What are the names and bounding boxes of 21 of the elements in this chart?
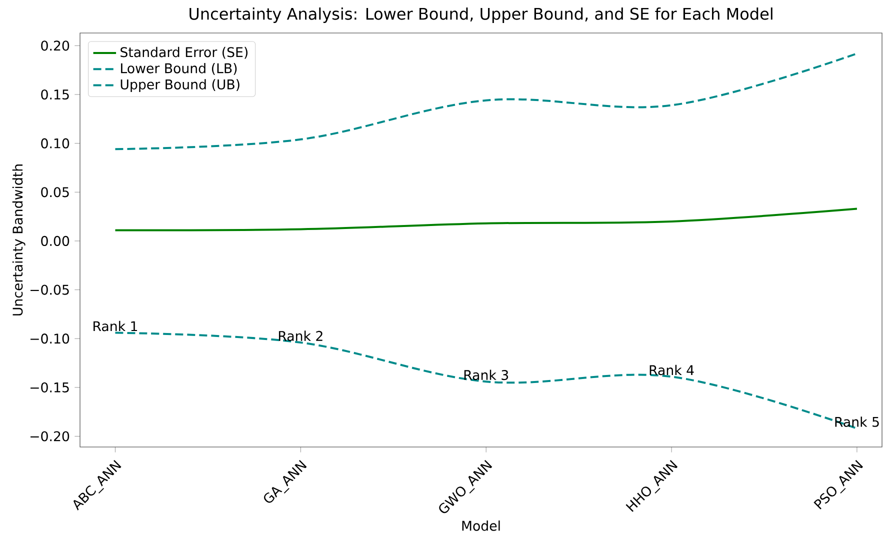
- y-tick-label: −0.10: [30, 333, 70, 344]
- legend-label: Upper Bound (UB): [120, 78, 240, 92]
- annotation: Rank 5: [835, 416, 879, 427]
- chart-title: Uncertainty Analysis: Lower Bound, Upper Bound, and SE for Each Model: [190, 7, 772, 23]
- line-series: [114, 208, 858, 232]
- y-tick-label: 0.15: [41, 89, 69, 100]
- y-tick-label: 0.05: [41, 186, 69, 198]
- y-tick-label: 0.00: [41, 236, 70, 246]
- y-tick-label: 0.10: [41, 138, 70, 148]
- annotation: Rank 1: [94, 320, 138, 332]
- y-tick-label: −0.15: [30, 382, 69, 392]
- legend-label: Standard Error (SE): [120, 46, 248, 59]
- annotation: Rank 2: [278, 330, 322, 341]
- y-tick-label: −0.20: [30, 431, 70, 442]
- x-axis-title: Model: [462, 520, 500, 531]
- y-axis-title: Uncertainty Bandwidth: [12, 164, 26, 316]
- y-tick-label: −0.05: [30, 284, 69, 295]
- annotation: Rank 4: [650, 364, 694, 376]
- y-tick-label: 0.20: [41, 40, 70, 51]
- legend-label: Lower Bound (LB): [121, 62, 237, 75]
- annotation: Rank 3: [464, 370, 508, 380]
